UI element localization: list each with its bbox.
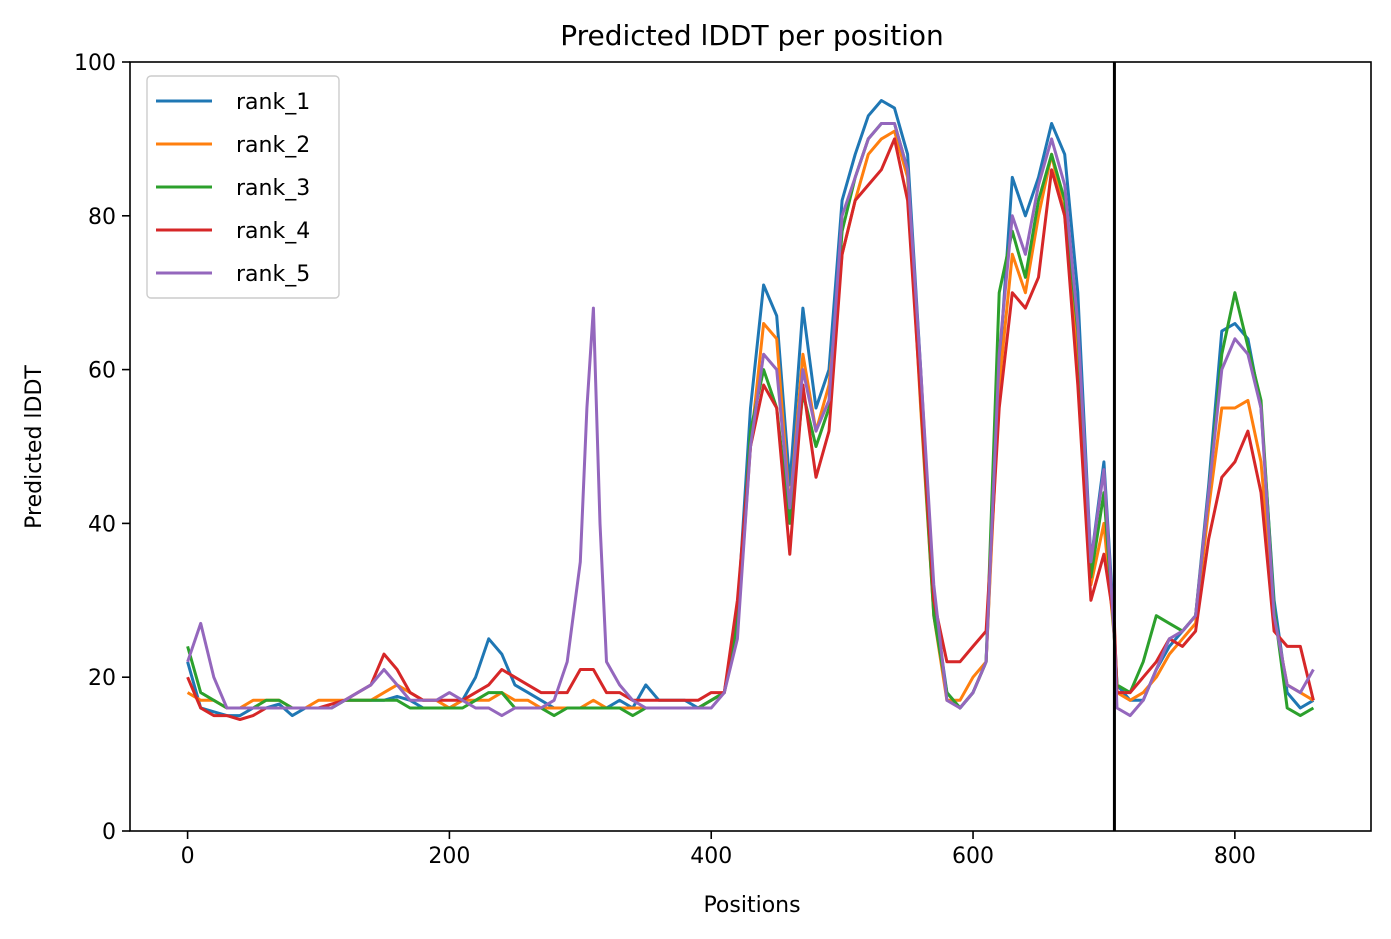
x-tick-label: 600	[952, 844, 994, 869]
series-line-rank-4	[186, 137, 1315, 721]
chart-title: Predicted lDDT per position	[560, 19, 944, 52]
plot-lines	[186, 99, 1315, 721]
legend-label-rank-3: rank_3	[236, 176, 310, 201]
x-tick-label: 400	[690, 844, 732, 869]
y-tick-label: 80	[88, 205, 116, 230]
x-axis-ticks: 0 200 400 600 800	[181, 831, 1256, 869]
y-tick-label: 40	[88, 512, 116, 537]
y-tick-label: 20	[88, 666, 116, 691]
x-tick-label: 0	[181, 844, 195, 869]
x-axis-label: Positions	[703, 893, 800, 918]
legend: rank_1 rank_2 rank_3 rank_4 rank_5	[146, 75, 340, 299]
series-line-rank-1	[186, 99, 1315, 718]
legend-label-rank-4: rank_4	[236, 219, 310, 244]
x-tick-label: 200	[428, 844, 470, 869]
y-axis-label: Predicted lDDT	[22, 365, 47, 529]
legend-label-rank-2: rank_2	[236, 133, 310, 158]
y-tick-label: 60	[88, 359, 116, 384]
legend-label-rank-1: rank_1	[236, 90, 310, 115]
legend-frame	[146, 75, 340, 299]
y-tick-label: 0	[102, 820, 116, 845]
x-tick-label: 800	[1214, 844, 1256, 869]
series-line-rank-2	[186, 129, 1315, 710]
y-tick-label: 100	[74, 51, 116, 76]
y-axis-ticks: 0 20 40 60 80 100	[74, 51, 130, 845]
series-line-rank-5	[186, 122, 1315, 718]
plot-frame	[129, 61, 1372, 832]
legend-label-rank-5: rank_5	[236, 262, 310, 287]
